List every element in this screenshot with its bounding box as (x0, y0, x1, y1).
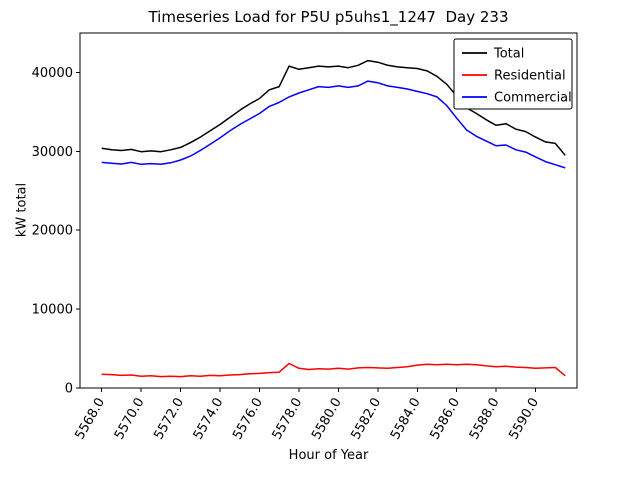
x-tick-label: 5570.0 (112, 396, 148, 443)
legend-label-residential: Residential (494, 69, 566, 84)
series-line-commercial (101, 80, 566, 169)
x-tick-label: 5582.0 (349, 396, 385, 443)
x-tick-label: 5586.0 (427, 396, 463, 443)
legend-label-commercial: Commercial (494, 91, 572, 106)
x-tick-label: 5578.0 (270, 396, 306, 443)
y-tick-label: 10000 (32, 303, 73, 318)
chart-title: Timeseries Load for P5U p5uhs1_1247 Day … (148, 8, 509, 26)
x-tick-label: 5588.0 (467, 396, 503, 443)
series-line-residential (101, 362, 566, 378)
legend-box (453, 38, 573, 110)
x-tick-label: 5580.0 (309, 396, 345, 443)
x-tick-label: 5568.0 (72, 396, 108, 443)
y-tick-label: 40000 (32, 66, 73, 81)
x-tick-label: 5572.0 (151, 396, 187, 443)
x-tick-label: 5584.0 (388, 396, 424, 443)
x-tick-label: 5576.0 (230, 396, 266, 443)
x-tick-label: 5574.0 (191, 396, 227, 443)
y-tick-label: 30000 (32, 145, 73, 160)
legend-label-total: Total (493, 47, 524, 62)
y-tick-label: 0 (65, 382, 73, 397)
series-line-total (101, 59, 566, 156)
y-tick-label: 20000 (32, 224, 73, 239)
x-tick-label: 5590.0 (506, 396, 542, 443)
x-axis-label: Hour of Year (288, 448, 369, 463)
